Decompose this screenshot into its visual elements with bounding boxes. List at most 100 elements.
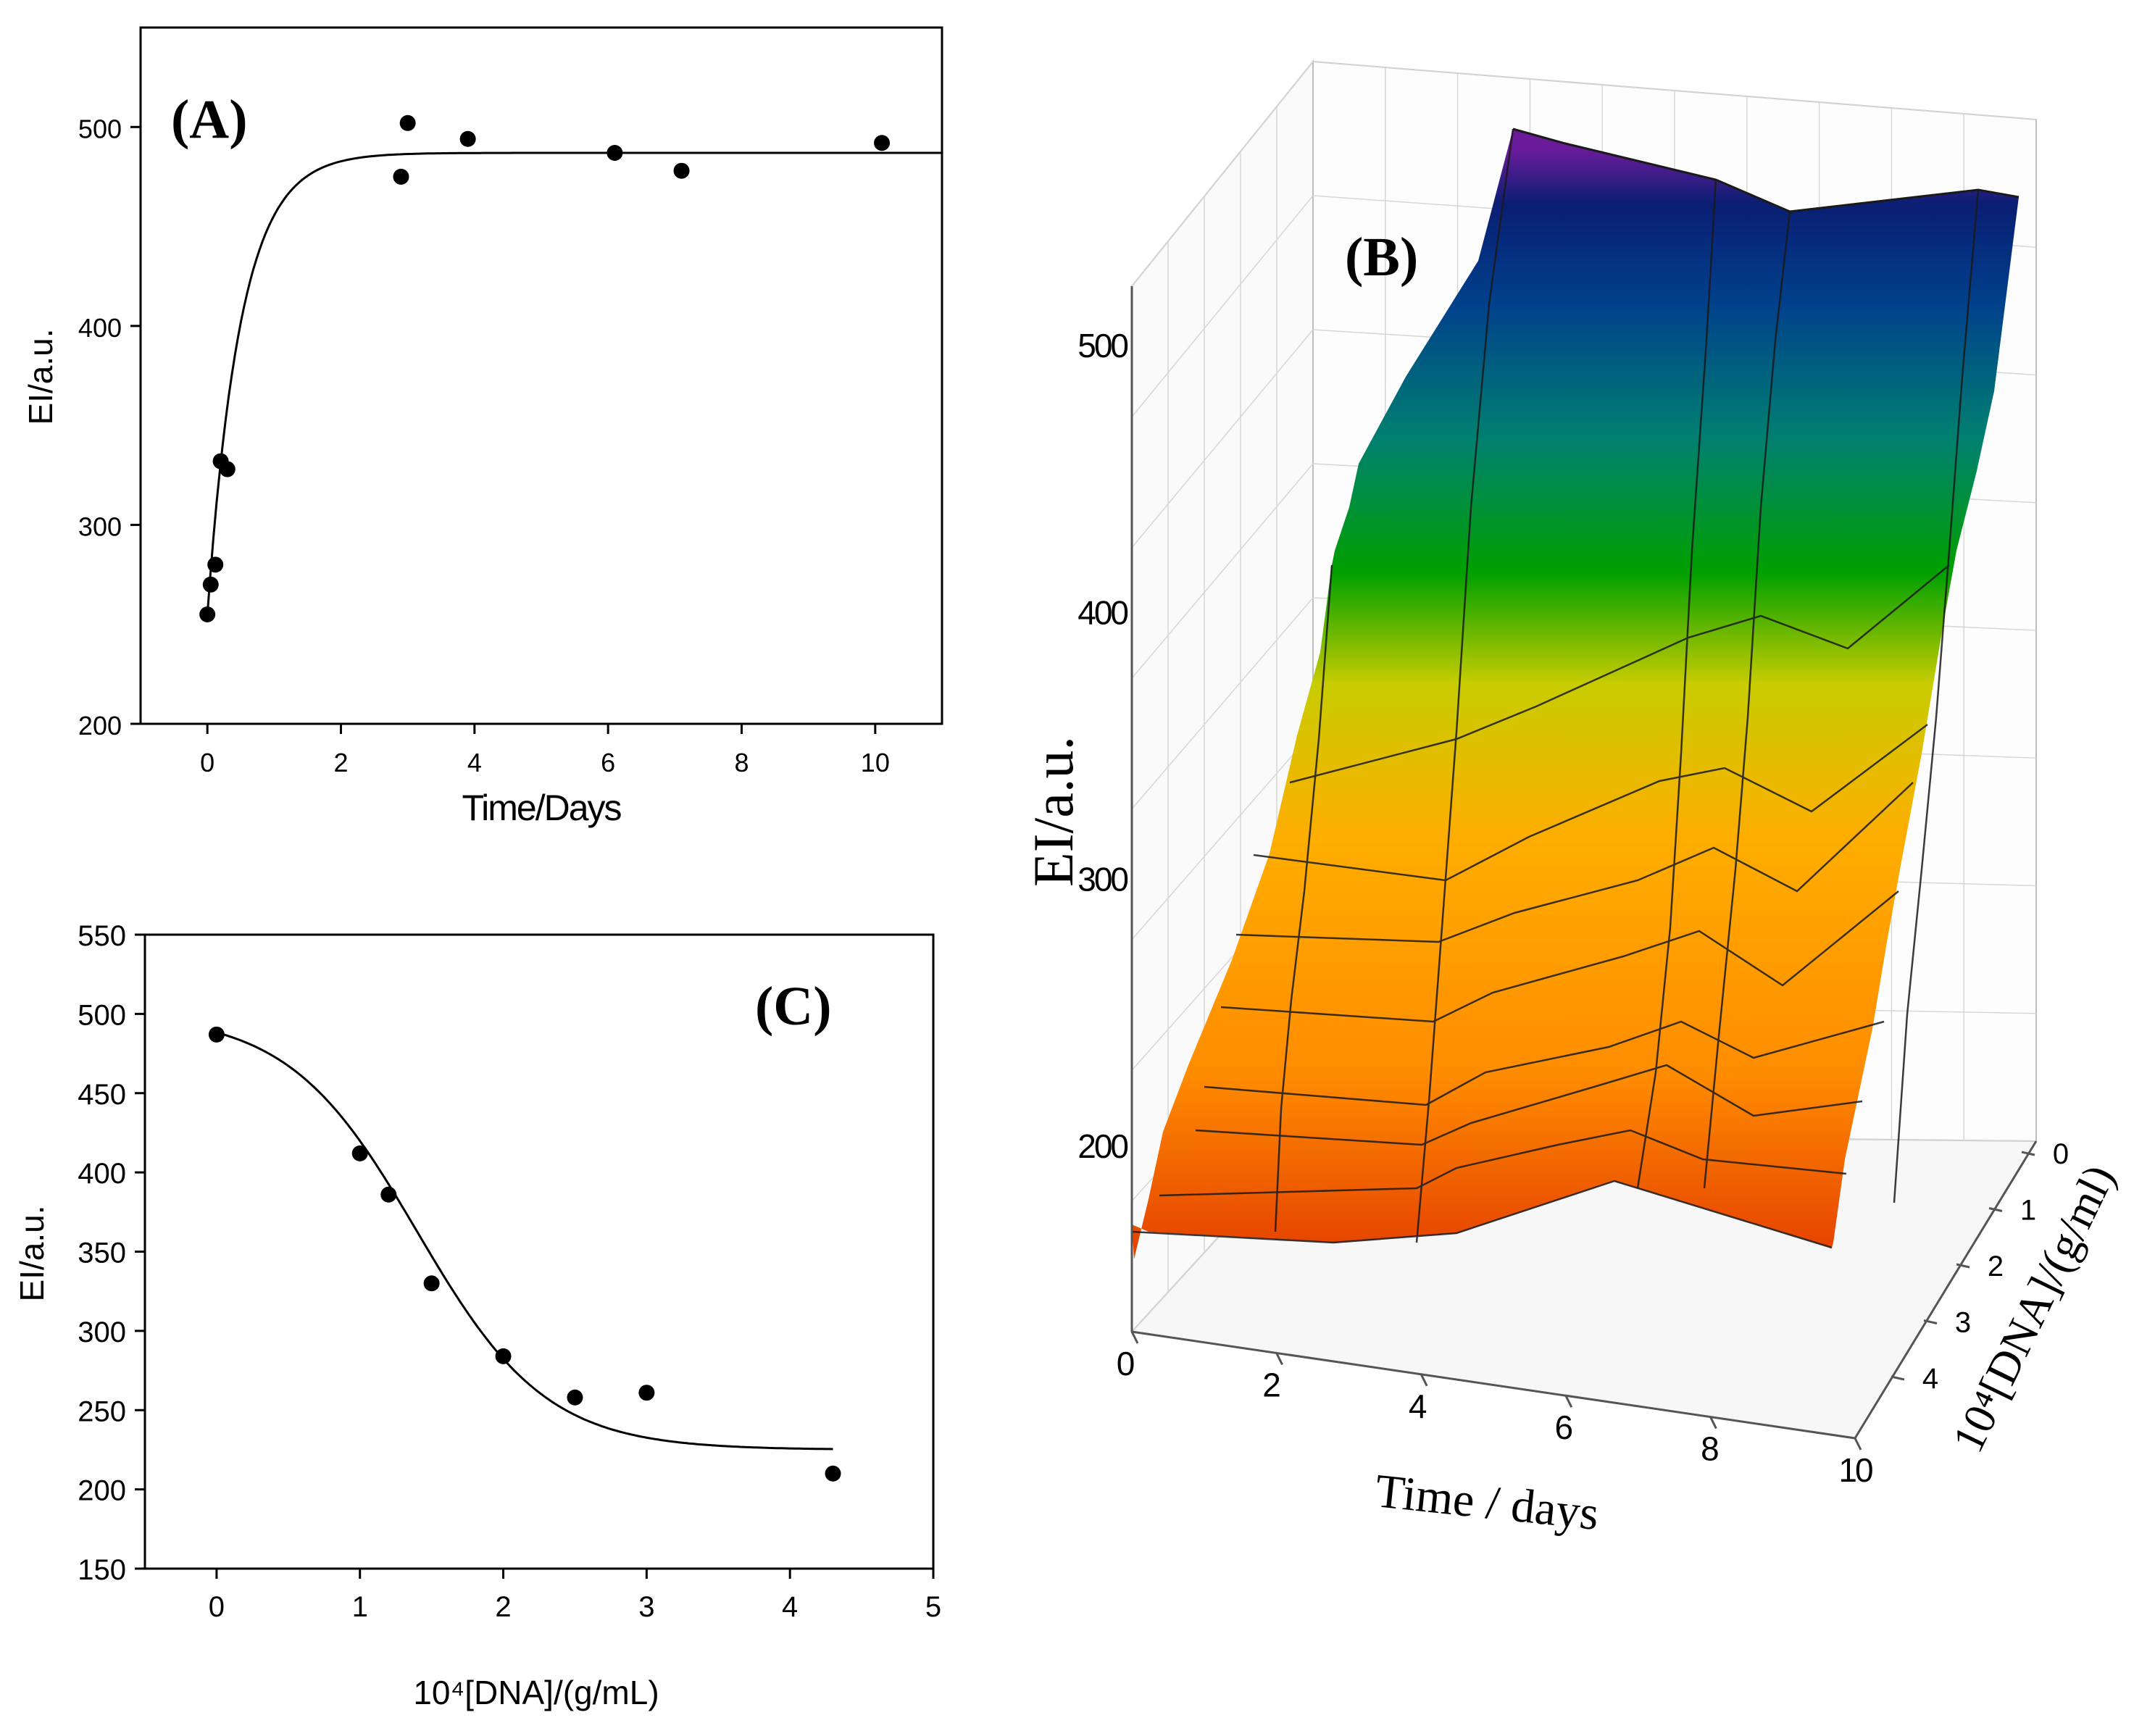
panel-a-plot-frame [139,26,943,725]
panel-a-y-tick-label: 200 [78,711,122,740]
panel-b-surface-ridge [1512,128,2019,213]
panel-b-x-tick-mark [1420,1374,1428,1387]
panel-b-z-tick-label: 500 [1078,327,1127,364]
panel-b-mesh-line-11 [1195,1064,1863,1146]
panel-b-x-tick-label: 8 [1701,1430,1718,1468]
panel-a-data-point [207,556,224,573]
panel-b-y-tick-mark [1956,1263,1970,1269]
panel-c-y-tick-label: 500 [78,999,126,1031]
panel-b-y-tick-label: 0 [2053,1138,2069,1170]
panel-c-points [208,1026,841,1482]
panel-b-mesh-line-8 [1235,782,1914,943]
panel-a-data-point [673,162,690,179]
panel-b-mesh-line-12 [1159,1129,1847,1197]
panel-b-z-tick-label: 300 [1078,861,1127,898]
panel-b-x-tick-label: 6 [1555,1409,1572,1446]
panel-c-x-axis-label: 10⁴[DNA]/(g/mL) [413,1674,659,1711]
panel-b-y-axis [1854,1140,2038,1439]
panel-c-data-point [380,1186,397,1203]
panel-b-x-tick-label: 4 [1409,1387,1427,1425]
panel-b-x-tick-mark [1854,1437,1862,1451]
panel-c-x-tick-label: 5 [925,1591,941,1623]
panel-b-z-tick-label: 400 [1078,593,1127,631]
panel-b-y-tick-label: 4 [1922,1363,1938,1395]
panel-b-x-tick-mark [1709,1416,1717,1430]
panel-b-mesh-line-3 [1703,211,1791,1189]
panel-b-mesh-line-5 [1274,564,1333,1232]
panel-c-fit-curve [216,1031,833,1451]
panel-b-x-tick-label: 10 [1838,1451,1872,1489]
panel-b-mesh-line-2 [1636,179,1717,1189]
panel-c-y-tick-label: 550 [78,920,126,952]
panel-c: 0 1 2 3 4 5 150 200 250 300 350 400 450 500 550 (C) 10… [13,920,941,1711]
panel-c-y-tick-label: 250 [78,1395,126,1427]
panel-c-y-tick-label: 150 [78,1554,126,1586]
panel-b-mesh-line-6 [1289,564,1950,784]
panel-a-label: (A) [171,89,248,150]
panel-c-data-point [825,1465,841,1482]
panel-b-y-tick-label: 2 [1988,1251,2004,1282]
panel-c-x-tick-label: 4 [782,1591,798,1623]
panel-c-x-tick-label: 3 [638,1591,654,1623]
panel-b-x-tick-label: 0 [1117,1345,1134,1382]
panel-c-y-tick-label: 350 [78,1238,126,1269]
panel-b-y-tick-mark [2021,1151,2035,1156]
panel-b-grid-line [1131,61,2037,287]
panel-a-data-point [199,606,216,622]
panel-a-y-tick-label: 500 [78,114,122,143]
panel-a-fit-curve [206,151,942,615]
panel-c-x-tick-label: 1 [352,1591,368,1623]
panel-b-mesh-line-10 [1204,1020,1885,1106]
panel-a-data-point [874,135,891,151]
panel-a-x-tick-label: 6 [601,748,615,777]
panel-a-x-tick-label: 8 [734,748,749,777]
panel-c-y-axis-label: EI/a.u. [13,1206,51,1302]
panel-c-data-point [208,1026,225,1043]
panel-c-y-tick-label: 400 [78,1158,126,1190]
panel-b-x-tick-mark [1564,1395,1573,1408]
panel-c-data-point [495,1348,512,1364]
panel-c-data-point [423,1275,440,1292]
panel-a-x-tick-label: 10 [861,748,890,777]
panel-b-x-tick-mark [1275,1352,1283,1366]
panel-a-x-axis-label: Time/Days [462,788,621,828]
panel-a: 0 2 4 6 8 10 200 300 400 500 (A) Time/Days EI/a.u… [22,26,943,828]
panel-c-label: (C) [755,976,832,1037]
panel-a-data-point [459,130,476,147]
panel-c-y-tick-label: 450 [78,1079,126,1111]
panel-b-label: (B) [1345,227,1418,288]
panel-b-surface-mesh [1131,128,1980,1249]
panel-b-y-tick-label: 1 [2020,1195,2036,1227]
panel-a-data-point [399,114,416,131]
panel-c-x-tick-label: 2 [495,1591,511,1623]
panel-c-axis-ticks: 0 1 2 3 4 5 150 200 250 300 350 400 450 500 550 [78,920,941,1623]
panel-b-mesh-line-1 [1415,128,1514,1243]
panel-a-data-point [219,461,235,477]
panel-a-y-tick-label: 400 [78,313,122,343]
panel-b-surface [1132,129,2019,1259]
panel-b-z-axis-label: EI/a.u. [1022,736,1085,887]
panel-b-mesh-line-9 [1220,890,1899,1023]
panel-b-y-tick-mark [1988,1207,2003,1212]
panel-a-axis-ticks: 0 2 4 6 8 10 200 300 400 500 [78,114,890,777]
panel-b-mesh-line-4 [1893,189,1980,1203]
panel-a-y-tick-label: 300 [78,512,122,541]
panel-c-data-point [351,1145,368,1161]
panel-b-x-tick-label: 2 [1262,1366,1280,1403]
panel-b-y-tick-mark [1891,1375,1905,1381]
panel-b-mesh-line-13 [1131,1180,1833,1249]
panel-c-y-tick-label: 200 [78,1475,126,1507]
panel-a-data-point [393,168,409,185]
panel-a-y-axis-label: EI/a.u. [22,329,59,425]
panel-a-data-point [607,144,623,161]
panel-b-mesh-line-7 [1253,724,1928,882]
panel-a-x-tick-label: 2 [333,748,348,777]
panel-c-y-tick-label: 300 [78,1316,126,1348]
panel-a-x-tick-label: 0 [200,748,214,777]
panel-a-points [199,114,891,622]
panel-c-data-point [638,1385,655,1401]
panel-b-y-tick-mark [1923,1319,1938,1324]
